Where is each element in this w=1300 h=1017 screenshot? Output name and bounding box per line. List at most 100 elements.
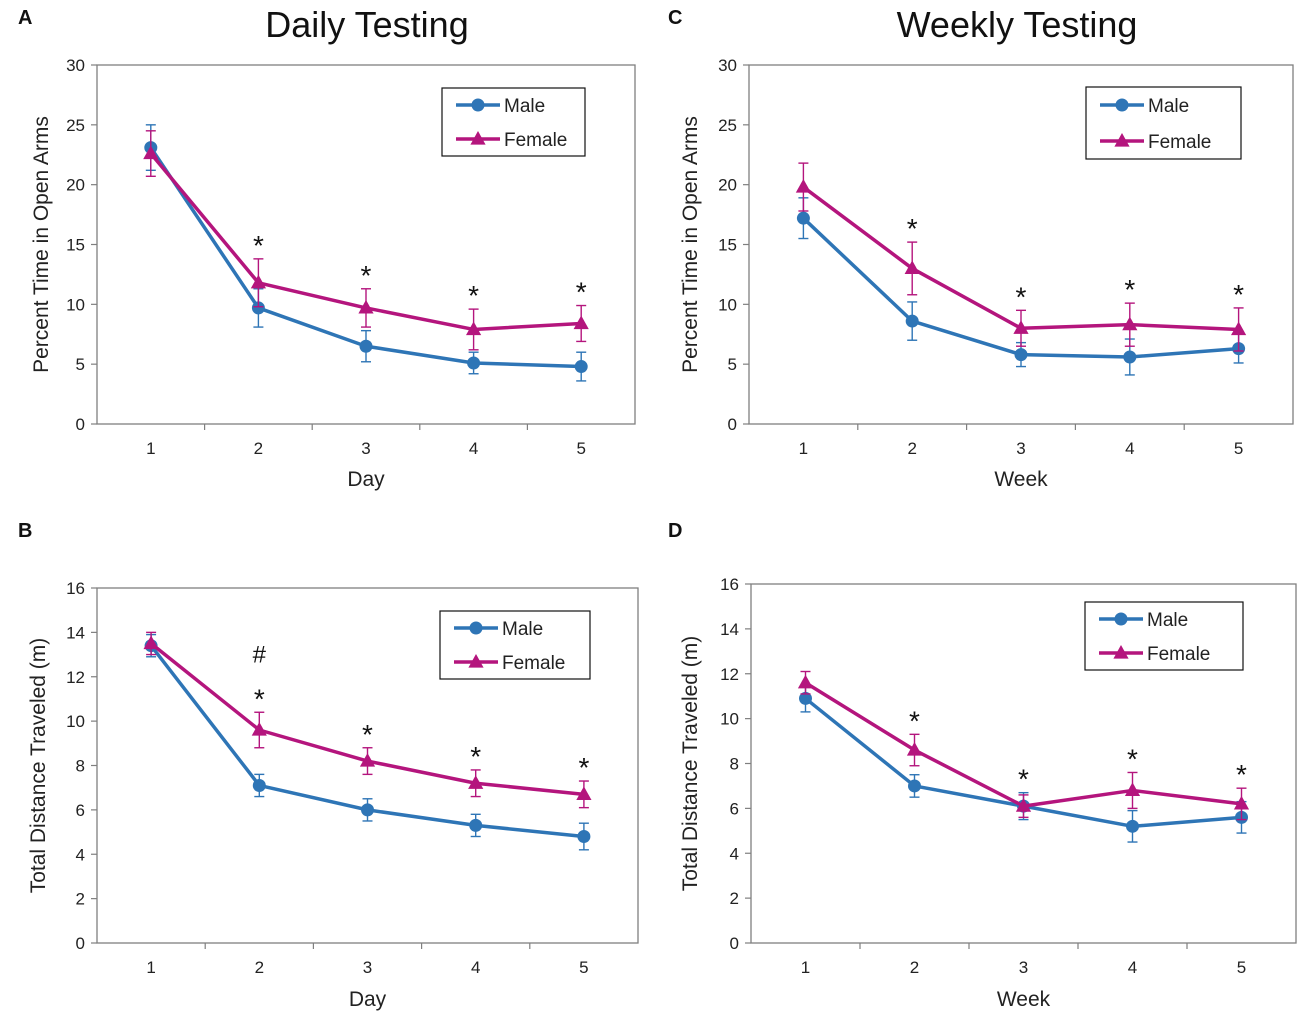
legend-label: Male xyxy=(1147,610,1188,631)
x-tick-label: 1 xyxy=(799,439,808,458)
data-point xyxy=(358,299,374,314)
y-tick-label: 6 xyxy=(730,799,739,818)
x-tick-label: 2 xyxy=(255,958,264,977)
data-point xyxy=(906,742,923,756)
y-tick-label: 4 xyxy=(76,845,85,864)
legend-box xyxy=(1084,601,1244,671)
series-female xyxy=(795,162,1247,352)
series-female xyxy=(143,631,592,809)
significance-asterisk: * xyxy=(362,719,373,750)
y-tick-label: 8 xyxy=(730,755,739,774)
x-tick-label: 2 xyxy=(254,439,263,458)
y-tick-label: 10 xyxy=(66,295,85,314)
y-tick-label: 20 xyxy=(718,176,737,195)
y-tick-label: 4 xyxy=(730,844,739,863)
data-point xyxy=(576,786,592,800)
data-point xyxy=(1231,321,1247,336)
legend-label: Male xyxy=(1148,96,1189,117)
y-tick-label: 25 xyxy=(66,116,85,135)
significance-asterisk: * xyxy=(361,260,372,291)
x-tick-label: 5 xyxy=(579,958,588,977)
y-tick-label: 30 xyxy=(66,56,85,75)
y-axis-label: Total Distance Traveled (m) xyxy=(679,636,702,892)
data-point xyxy=(143,145,159,160)
panel-a: A 0 5 10 15 20 25 30 1 2 3 4 5 Day Percent Time in Ope… xyxy=(18,7,636,491)
data-point xyxy=(466,321,482,336)
y-tick-label: 14 xyxy=(66,623,85,642)
y-tick-label: 2 xyxy=(730,889,739,908)
data-point xyxy=(573,315,589,330)
legend: Male Female xyxy=(441,87,586,157)
significance-asterisk: * xyxy=(468,280,479,311)
x-tick-label: 3 xyxy=(1016,439,1025,458)
y-tick-label: 10 xyxy=(718,295,737,314)
x-tick-label: 5 xyxy=(1234,439,1243,458)
x-tick-label: 2 xyxy=(910,958,919,977)
legend-label: Female xyxy=(1148,132,1211,153)
data-point xyxy=(796,211,810,225)
legend-marker xyxy=(1114,612,1128,626)
data-point xyxy=(1122,316,1138,331)
x-tick-label: 5 xyxy=(576,439,585,458)
data-point xyxy=(904,260,920,275)
column-title-daily: Daily Testing xyxy=(265,4,468,45)
x-tick-label: 1 xyxy=(146,958,155,977)
significance-asterisk: * xyxy=(1124,274,1135,305)
y-axis-label: Total Distance Traveled (m) xyxy=(27,638,50,894)
data-point xyxy=(1123,350,1137,364)
data-point xyxy=(797,674,814,689)
data-point xyxy=(359,753,376,767)
legend-marker xyxy=(1115,98,1129,112)
x-tick-label: 3 xyxy=(1019,958,1028,977)
legend: Male Female xyxy=(439,610,591,680)
y-tick-label: 5 xyxy=(728,355,737,374)
y-tick-label: 5 xyxy=(76,355,85,374)
data-point xyxy=(250,274,266,289)
data-point xyxy=(1014,348,1028,362)
data-point xyxy=(574,360,588,374)
legend-label: Female xyxy=(504,130,567,151)
data-point xyxy=(467,356,481,370)
legend-marker xyxy=(471,98,485,112)
y-tick-label: 25 xyxy=(718,116,737,135)
hash-annotation: # xyxy=(253,641,267,668)
legend-marker xyxy=(469,621,483,635)
y-tick-label: 14 xyxy=(720,620,739,639)
legend-marker xyxy=(1114,133,1130,147)
significance-asterisk: * xyxy=(1127,743,1138,774)
y-tick-label: 8 xyxy=(76,757,85,776)
panel-letter: B xyxy=(18,520,32,542)
data-point xyxy=(361,803,374,817)
legend: Male Female xyxy=(1085,86,1242,160)
data-point xyxy=(359,339,373,353)
legend-marker xyxy=(468,654,484,668)
significance-asterisk: * xyxy=(576,277,587,308)
data-point xyxy=(251,301,265,315)
data-point xyxy=(795,179,811,193)
y-axis-label: Percent Time in Open Arms xyxy=(30,116,53,373)
significance-asterisk: * xyxy=(254,683,265,714)
x-axis-label: Day xyxy=(349,988,387,1011)
data-point xyxy=(1233,795,1250,810)
column-title-weekly: Weekly Testing xyxy=(897,4,1138,45)
legend-marker xyxy=(470,131,486,145)
x-axis-label: Week xyxy=(994,468,1048,491)
data-point xyxy=(1015,798,1032,812)
y-tick-label: 30 xyxy=(718,56,737,75)
x-tick-label: 5 xyxy=(1237,958,1246,977)
panel-letter: A xyxy=(18,7,32,29)
significance-asterisk: * xyxy=(1236,759,1247,790)
y-tick-label: 15 xyxy=(718,236,737,255)
significance-asterisk: * xyxy=(907,213,918,244)
y-tick-label: 20 xyxy=(66,176,85,195)
legend-label: Female xyxy=(502,653,565,674)
panel-letter: D xyxy=(668,520,682,542)
y-tick-label: 6 xyxy=(76,801,85,820)
y-tick-label: 16 xyxy=(720,575,739,594)
x-tick-label: 1 xyxy=(146,439,155,458)
data-point xyxy=(468,775,484,789)
significance-asterisk: * xyxy=(470,741,481,772)
x-axis-label: Week xyxy=(997,988,1051,1011)
